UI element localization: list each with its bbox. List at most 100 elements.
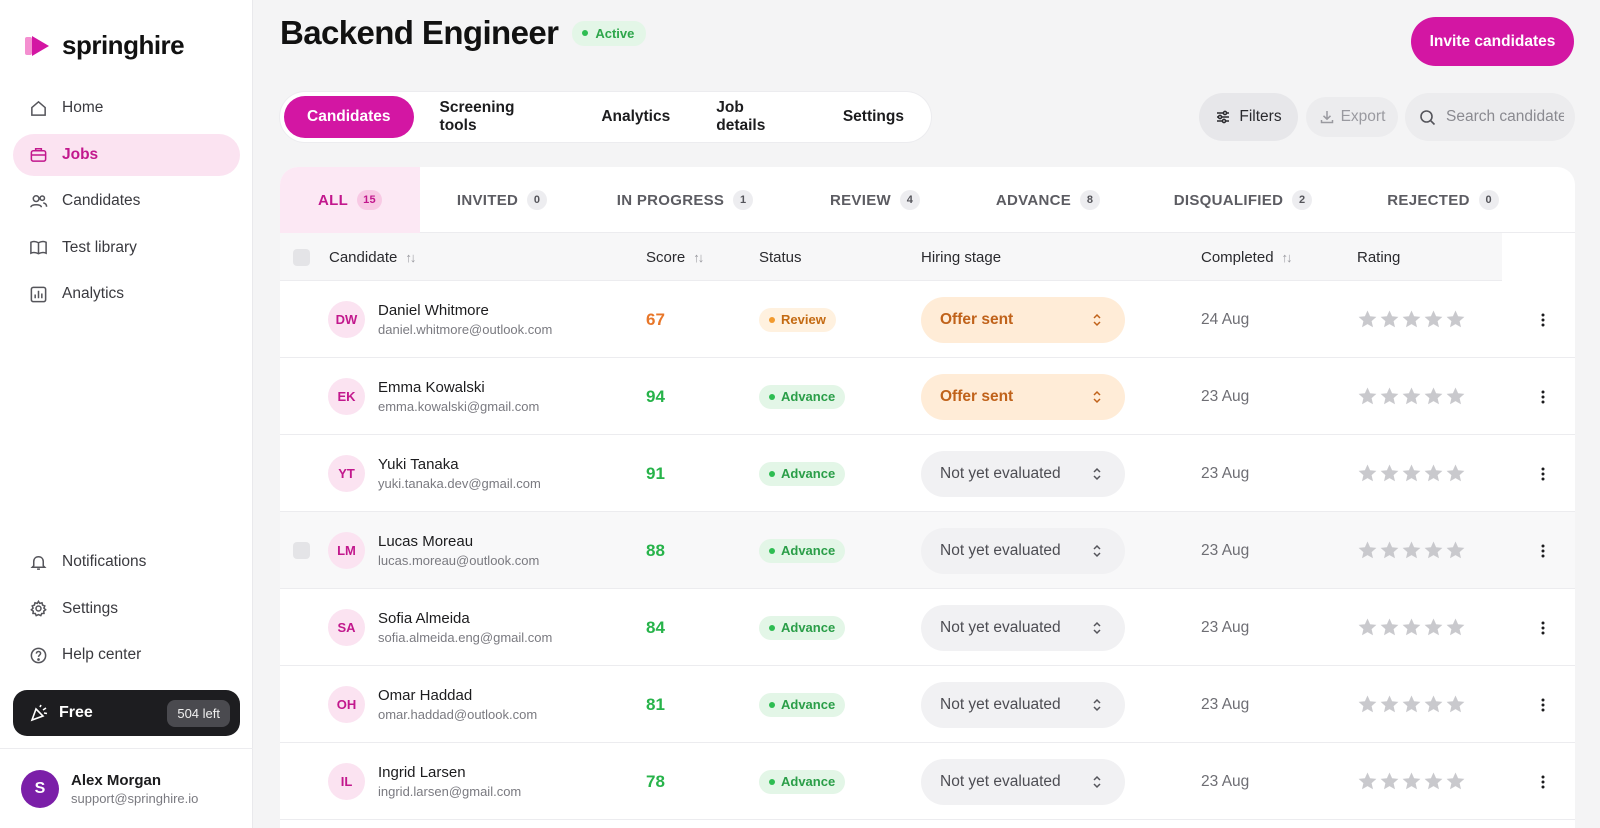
- star-icon[interactable]: [1445, 617, 1466, 638]
- sidebar-item-jobs[interactable]: Jobs: [13, 133, 240, 176]
- table-row[interactable]: YT Yuki Tanaka yuki.tanaka.dev@gmail.com…: [280, 435, 1575, 512]
- sidebar-item-notifications[interactable]: Notifications: [13, 541, 240, 583]
- table-row[interactable]: LM Lucas Moreau lucas.moreau@outlook.com…: [280, 512, 1575, 589]
- table-row[interactable]: OH Omar Haddad omar.haddad@outlook.com 8…: [280, 666, 1575, 743]
- tab-candidates[interactable]: Candidates: [284, 96, 414, 138]
- more-options-button[interactable]: [1533, 618, 1553, 638]
- sidebar-item-test-library[interactable]: Test library: [13, 227, 240, 269]
- star-icon[interactable]: [1357, 309, 1378, 330]
- star-icon[interactable]: [1379, 694, 1400, 715]
- star-icon[interactable]: [1379, 386, 1400, 407]
- tab-job-details[interactable]: Job details: [716, 99, 766, 134]
- star-icon[interactable]: [1357, 694, 1378, 715]
- sidebar-item-candidates[interactable]: Candidates: [13, 180, 240, 222]
- tab-settings[interactable]: Settings: [842, 108, 904, 125]
- column-completed[interactable]: Completed ↑↓: [1201, 233, 1293, 281]
- star-icon[interactable]: [1357, 386, 1378, 407]
- candidate-cell[interactable]: IL Ingrid Larsen ingrid.larsen@gmail.com: [328, 743, 521, 820]
- star-icon[interactable]: [1423, 309, 1444, 330]
- star-icon[interactable]: [1423, 540, 1444, 561]
- star-rating[interactable]: [1357, 386, 1466, 407]
- star-icon[interactable]: [1357, 771, 1378, 792]
- star-icon[interactable]: [1445, 771, 1466, 792]
- star-icon[interactable]: [1379, 540, 1400, 561]
- sidebar-item-home[interactable]: Home: [13, 87, 240, 129]
- invite-candidates-button[interactable]: Invite candidates: [1411, 17, 1574, 66]
- status-tab-all[interactable]: ALL 15: [280, 167, 420, 233]
- star-icon[interactable]: [1357, 617, 1378, 638]
- star-icon[interactable]: [1357, 540, 1378, 561]
- brand-logo[interactable]: springhire: [24, 30, 185, 61]
- star-icon[interactable]: [1423, 694, 1444, 715]
- hiring-stage-select[interactable]: Offer sent: [921, 373, 1125, 420]
- more-options-button[interactable]: [1533, 772, 1553, 792]
- select-all-checkbox[interactable]: [293, 249, 310, 266]
- star-icon[interactable]: [1445, 309, 1466, 330]
- more-options-button[interactable]: [1533, 695, 1553, 715]
- star-icon[interactable]: [1379, 617, 1400, 638]
- star-icon[interactable]: [1445, 540, 1466, 561]
- star-icon[interactable]: [1357, 463, 1378, 484]
- status-tab-review[interactable]: REVIEW 4: [786, 167, 964, 233]
- star-rating[interactable]: [1357, 617, 1466, 638]
- more-options-button[interactable]: [1533, 387, 1553, 407]
- star-icon[interactable]: [1445, 386, 1466, 407]
- star-icon[interactable]: [1423, 771, 1444, 792]
- export-button[interactable]: Export: [1306, 97, 1398, 137]
- sidebar-item-analytics[interactable]: Analytics: [13, 273, 240, 315]
- status-tab-advance[interactable]: ADVANCE 8: [964, 167, 1132, 233]
- star-icon[interactable]: [1445, 463, 1466, 484]
- star-icon[interactable]: [1379, 309, 1400, 330]
- star-icon[interactable]: [1401, 309, 1422, 330]
- hiring-stage-select[interactable]: Not yet evaluated: [921, 604, 1125, 651]
- column-candidate[interactable]: Candidate ↑↓: [329, 233, 416, 281]
- star-icon[interactable]: [1401, 771, 1422, 792]
- tab-screening-tools[interactable]: Screening tools: [439, 99, 515, 134]
- status-tab-disqualified[interactable]: DISQUALIFIED 2: [1132, 167, 1354, 233]
- star-icon[interactable]: [1401, 386, 1422, 407]
- status-tab-rejected[interactable]: REJECTED 0: [1354, 167, 1532, 233]
- star-icon[interactable]: [1423, 617, 1444, 638]
- star-icon[interactable]: [1401, 694, 1422, 715]
- tab-analytics[interactable]: Analytics: [601, 108, 671, 125]
- star-rating[interactable]: [1357, 463, 1466, 484]
- star-rating[interactable]: [1357, 694, 1466, 715]
- more-options-button[interactable]: [1533, 464, 1553, 484]
- filters-button[interactable]: Filters: [1199, 93, 1298, 141]
- status-tab-in-progress[interactable]: IN PROGRESS 1: [584, 167, 786, 233]
- star-icon[interactable]: [1401, 540, 1422, 561]
- star-icon[interactable]: [1401, 617, 1422, 638]
- candidate-cell[interactable]: OH Omar Haddad omar.haddad@outlook.com: [328, 666, 537, 743]
- table-row[interactable]: IL Ingrid Larsen ingrid.larsen@gmail.com…: [280, 743, 1575, 820]
- candidate-cell[interactable]: LM Lucas Moreau lucas.moreau@outlook.com: [328, 512, 539, 589]
- status-tab-invited[interactable]: INVITED 0: [420, 167, 584, 233]
- hiring-stage-select[interactable]: Not yet evaluated: [921, 527, 1125, 574]
- search-input[interactable]: [1446, 108, 1564, 126]
- star-icon[interactable]: [1379, 463, 1400, 484]
- star-icon[interactable]: [1401, 463, 1422, 484]
- table-row[interactable]: DW Daniel Whitmore daniel.whitmore@outlo…: [280, 281, 1575, 358]
- table-row[interactable]: EK Emma Kowalski emma.kowalski@gmail.com…: [280, 358, 1575, 435]
- candidate-cell[interactable]: YT Yuki Tanaka yuki.tanaka.dev@gmail.com: [328, 435, 541, 512]
- star-rating[interactable]: [1357, 309, 1466, 330]
- candidate-cell[interactable]: EK Emma Kowalski emma.kowalski@gmail.com: [328, 358, 539, 435]
- star-icon[interactable]: [1423, 386, 1444, 407]
- star-icon[interactable]: [1445, 694, 1466, 715]
- star-icon[interactable]: [1423, 463, 1444, 484]
- star-rating[interactable]: [1357, 771, 1466, 792]
- table-row[interactable]: SA Sofia Almeida sofia.almeida.eng@gmail…: [280, 589, 1575, 666]
- sidebar-item-help-center[interactable]: Help center: [13, 634, 240, 676]
- star-rating[interactable]: [1357, 540, 1466, 561]
- star-icon[interactable]: [1379, 771, 1400, 792]
- plan-card[interactable]: Free 504 left: [13, 690, 240, 736]
- user-profile[interactable]: S Alex Morgan support@springhire.io: [0, 748, 253, 828]
- hiring-stage-select[interactable]: Not yet evaluated: [921, 450, 1125, 497]
- row-checkbox[interactable]: [293, 542, 310, 559]
- more-options-button[interactable]: [1533, 541, 1553, 561]
- more-options-button[interactable]: [1533, 310, 1553, 330]
- hiring-stage-select[interactable]: Offer sent: [921, 296, 1125, 343]
- sidebar-item-settings[interactable]: Settings: [13, 588, 240, 630]
- hiring-stage-select[interactable]: Not yet evaluated: [921, 681, 1125, 728]
- candidate-cell[interactable]: SA Sofia Almeida sofia.almeida.eng@gmail…: [328, 589, 552, 666]
- candidate-cell[interactable]: DW Daniel Whitmore daniel.whitmore@outlo…: [328, 281, 552, 358]
